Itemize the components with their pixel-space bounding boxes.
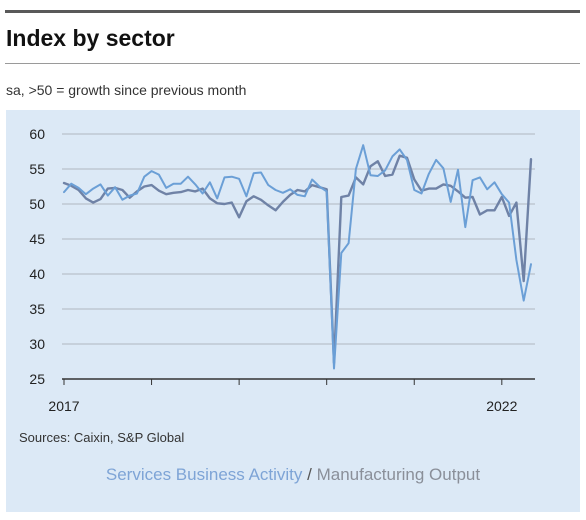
y-tick-label-55: 55 xyxy=(29,161,45,177)
y-tick-label-45: 45 xyxy=(29,231,45,247)
series-line-services xyxy=(63,144,532,370)
x-tick-label-2017: 2017 xyxy=(48,398,79,414)
chart-panel xyxy=(6,110,580,512)
top-rule xyxy=(5,10,580,13)
x-tick-label-2022: 2022 xyxy=(486,398,517,414)
y-tick-label-40: 40 xyxy=(29,266,45,282)
y-tick-label-30: 30 xyxy=(29,336,45,352)
legend-services: Services Business Activity xyxy=(105,465,303,484)
y-tick-label-35: 35 xyxy=(29,301,45,317)
legend: Services Business Activity / Manufacturi… xyxy=(0,465,586,485)
title-divider xyxy=(5,63,580,64)
y-tick-label-60: 60 xyxy=(29,126,45,142)
y-tick-label-25: 25 xyxy=(29,371,45,387)
chart-title: Index by sector xyxy=(6,25,175,51)
legend-separator: / xyxy=(307,465,312,484)
y-tick-label-50: 50 xyxy=(29,196,45,212)
legend-manufacturing: Manufacturing Output xyxy=(316,465,481,484)
chart-subtitle: sa, >50 = growth since previous month xyxy=(6,82,247,98)
source-note: Sources: Caixin, S&P Global xyxy=(19,430,185,445)
